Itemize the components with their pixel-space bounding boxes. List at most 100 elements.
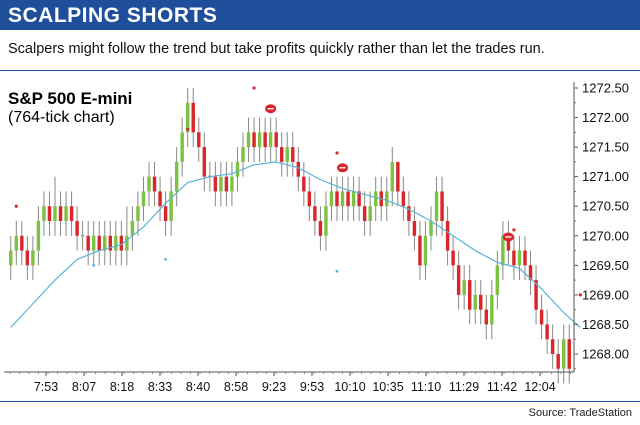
candle-body	[14, 235, 19, 251]
candle-body	[534, 280, 538, 310]
candle-body	[268, 132, 273, 148]
candle-body	[324, 206, 328, 236]
x-tick-label: 8:07	[72, 380, 96, 394]
chart-top-rule	[0, 70, 640, 71]
candle-body	[25, 250, 30, 266]
candle-body	[64, 206, 68, 221]
signal-markers	[14, 86, 582, 297]
candle-bar	[307, 176, 312, 221]
candle-bar	[257, 117, 262, 162]
candle-bar	[114, 221, 118, 266]
candle-bar	[396, 161, 400, 207]
candle-bar	[69, 191, 74, 236]
candle-body	[136, 206, 140, 221]
candle-bar	[64, 191, 68, 236]
candle-body	[335, 191, 339, 207]
candle-body	[302, 176, 306, 192]
candle-bar	[174, 147, 179, 207]
chart-title: S&P 500 E-mini	[8, 89, 133, 108]
candle-bar	[86, 221, 90, 266]
candle-body	[407, 206, 411, 221]
candle-bar	[528, 250, 533, 295]
candle-body	[97, 235, 101, 251]
candle-body	[490, 294, 494, 325]
candle-bar	[451, 235, 455, 281]
candle-bar	[274, 117, 278, 162]
y-tick-label: 1268.00	[582, 347, 629, 362]
candle-bar	[357, 176, 361, 221]
candle-body	[528, 265, 533, 281]
candle-body	[191, 102, 195, 133]
candle-body	[423, 235, 428, 266]
candle-body	[451, 250, 455, 266]
candle-body	[429, 221, 433, 236]
candle-bar	[53, 176, 57, 236]
candle-body	[313, 206, 317, 221]
candle-body	[230, 176, 234, 192]
candle-body	[340, 191, 345, 207]
candle-bar	[125, 206, 129, 266]
candle-body	[180, 132, 184, 162]
candle-bar	[445, 206, 450, 266]
x-axis: 7:53 8:07 8:18 8:33 8:40 8:58 9:23 9:53 10:10 10:…	[4, 371, 574, 394]
candle-bar	[423, 221, 428, 281]
candle-body	[307, 191, 312, 207]
candle-body	[385, 191, 389, 207]
candle-bar	[91, 221, 96, 266]
candle-bar	[291, 132, 295, 177]
candle-body	[174, 161, 179, 192]
y-tick-label: 1272.50	[582, 81, 629, 96]
candle-bar	[534, 265, 538, 325]
candle-body	[147, 176, 151, 192]
candle-bar	[213, 161, 218, 207]
x-tick-label: 8:33	[148, 380, 172, 394]
candle-body	[351, 191, 356, 207]
candle-body	[80, 234, 85, 237]
y-axis: 1272.50 1272.00 1271.50 1271.00 1270.50 1270.…	[573, 81, 629, 372]
candle-bar	[75, 206, 79, 251]
candle-body	[202, 147, 207, 177]
candle-body	[86, 235, 90, 251]
y-tick-label: 1269.00	[582, 287, 629, 302]
candle-body	[75, 221, 79, 236]
candle-body	[279, 147, 284, 162]
candle-bar	[169, 176, 173, 236]
candle-body	[357, 191, 361, 207]
candle-bar	[545, 309, 549, 354]
moving-average-line	[10, 161, 581, 328]
candle-bar	[31, 235, 35, 281]
red-dot-marker	[186, 127, 190, 131]
y-tick-label: 1270.00	[582, 228, 629, 243]
candle-bar	[512, 235, 516, 281]
candle-body	[467, 280, 472, 310]
candle-bar	[191, 88, 195, 148]
candle-body	[58, 206, 63, 221]
candle-body	[91, 235, 96, 251]
candle-bar	[539, 294, 544, 340]
candle-bar	[456, 250, 461, 310]
candle-bar	[97, 221, 101, 266]
candle-bar	[335, 176, 339, 221]
candle-body	[512, 250, 516, 266]
candle-bar	[429, 206, 433, 251]
candle-bar	[246, 117, 251, 162]
candle-body	[456, 265, 461, 295]
candle-body	[9, 250, 13, 266]
candle-body	[412, 221, 417, 236]
candle-body	[390, 161, 395, 192]
candle-body	[197, 132, 201, 148]
candle-body	[213, 176, 218, 192]
candle-bar	[340, 176, 345, 221]
candle-body	[523, 250, 527, 266]
candle-body	[462, 280, 466, 295]
candle-bar	[58, 191, 63, 236]
candle-bar	[230, 161, 234, 207]
y-tick-label: 1272.00	[582, 110, 629, 125]
y-tick-label: 1270.50	[582, 199, 629, 214]
candle-body	[235, 161, 240, 177]
candle-bar	[479, 280, 483, 325]
candle-body	[484, 309, 489, 325]
candle-body	[362, 206, 367, 221]
red-dot-marker	[335, 151, 339, 155]
